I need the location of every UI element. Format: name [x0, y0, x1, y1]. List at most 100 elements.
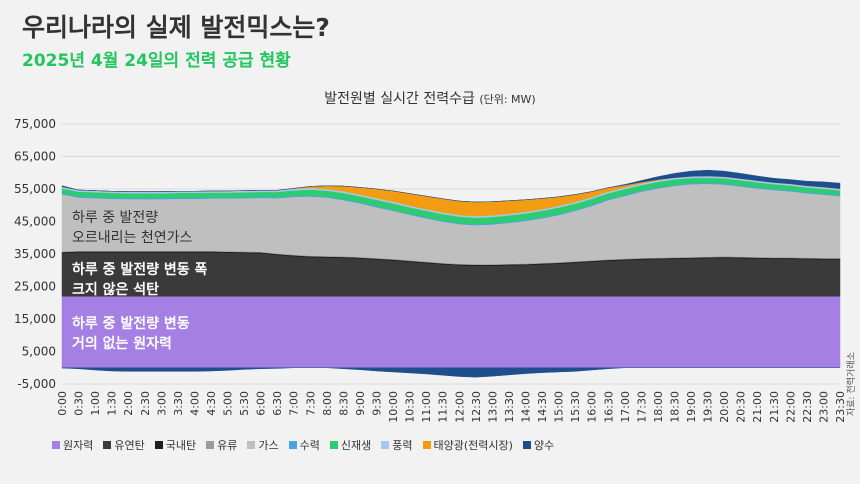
legend-item: 수력 [288, 437, 320, 453]
legend-swatch [329, 441, 338, 449]
x-tick-label: 15:30 [569, 391, 582, 423]
chart-title-text: 발전원별 실시간 전력수급 [324, 91, 475, 107]
annotation-label: 하루 중 발전량 [72, 210, 158, 226]
legend-label: 원자력 [63, 439, 94, 452]
annotation-label: 하루 중 발전량 변동 폭 [72, 261, 208, 278]
x-tick-label: 22:30 [801, 391, 814, 423]
legend-swatch [288, 441, 297, 449]
legend-label: 유연탄 [114, 439, 145, 452]
x-tick-label: 12:00 [453, 391, 466, 423]
x-tick-label: 18:00 [652, 391, 665, 423]
y-tick-label: 45,000 [14, 215, 56, 229]
x-tick-label: 16:00 [586, 391, 599, 423]
x-tick-label: 4:00 [188, 391, 201, 416]
legend-item: 유류 [206, 437, 237, 453]
legend-swatch [422, 441, 431, 449]
y-tick-label: 15,000 [14, 312, 56, 326]
x-tick-label: 10:00 [387, 391, 400, 423]
legend-item: 원자력 [52, 437, 93, 453]
x-tick-label: 20:30 [735, 391, 748, 423]
page-title: 우리나라의 실제 발전믹스는? [22, 13, 330, 42]
legend-item: 태양광(전력시장) [422, 437, 513, 453]
legend-label: 태양광(전력시장) [433, 439, 513, 452]
annotation-label: 거의 없는 원자력 [72, 335, 172, 352]
x-tick-label: 1:00 [89, 391, 102, 416]
area-series-pumped-negative [61, 367, 840, 378]
x-tick-label: 17:30 [635, 391, 648, 423]
x-tick-label: 6:30 [271, 391, 284, 416]
x-tick-label: 4:30 [205, 391, 218, 416]
x-tick-label: 14:30 [536, 391, 549, 423]
x-tick-label: 18:30 [668, 391, 681, 423]
x-tick-label: 11:00 [420, 391, 433, 423]
legend-item: 양수 [522, 437, 555, 453]
y-tick-label: 65,000 [14, 150, 56, 164]
x-tick-label: 20:00 [718, 391, 731, 423]
chart-legend: 원자력 유연탄 국내탄 유류 가스 수력 신재생 풍력 태양광(전력시장) 양수 [52, 437, 554, 453]
legend-label: 양수 [533, 439, 555, 452]
y-tick-label: 35,000 [14, 247, 56, 261]
x-tick-label: 8:30 [337, 391, 350, 416]
x-tick-label: 10:30 [404, 391, 417, 423]
legend-swatch [522, 441, 531, 449]
annotation-label: 크지 않은 석탄 [72, 281, 159, 298]
x-tick-label: 13:00 [486, 391, 499, 423]
x-tick-label: 12:30 [470, 391, 483, 423]
area-series-양수 [61, 169, 841, 203]
x-tick-label: 7:00 [288, 391, 301, 416]
x-tick-label: 2:30 [139, 391, 152, 416]
legend-label: 신재생 [340, 439, 372, 452]
legend-label: 가스 [258, 439, 279, 452]
x-tick-label: 11:30 [437, 391, 450, 423]
x-tick-label: 19:00 [685, 391, 698, 423]
source-note: 자료: 전력거래소 [847, 352, 857, 416]
y-tick-label: 55,000 [14, 182, 56, 196]
x-tick-label: 7:30 [304, 391, 317, 416]
x-tick-label: 5:00 [222, 391, 235, 416]
x-tick-label: 0:00 [56, 391, 69, 416]
legend-item: 신재생 [329, 437, 372, 453]
x-tick-label: 9:00 [354, 391, 367, 416]
chart-title: 발전원별 실시간 전력수급 (단위: MW) [0, 88, 860, 108]
x-tick-label: 21:00 [751, 391, 764, 423]
legend-label: 수력 [299, 439, 320, 452]
legend-label: 풍력 [392, 439, 413, 452]
legend-item: 국내탄 [154, 437, 197, 453]
y-tick-label: 5,000 [22, 345, 56, 359]
x-tick-label: 19:30 [702, 391, 715, 423]
legend-item: 풍력 [381, 437, 413, 453]
legend-label: 유류 [217, 439, 238, 452]
chart-unit: (단위: MW) [479, 93, 536, 106]
x-tick-label: 0:30 [73, 391, 86, 416]
legend-swatch [103, 441, 112, 449]
area-series-원자력 [61, 296, 841, 368]
x-tick-label: 8:00 [321, 391, 334, 416]
x-tick-label: 9:30 [371, 391, 384, 416]
x-tick-label: 22:00 [784, 391, 797, 423]
x-tick-label: 6:00 [255, 391, 268, 416]
x-tick-label: 14:00 [519, 391, 532, 423]
y-tick-label: 75,000 [14, 117, 56, 131]
x-tick-label: 13:30 [503, 391, 516, 423]
x-tick-label: 21:30 [768, 391, 781, 423]
annotation-label: 하루 중 발전량 변동 [72, 315, 190, 332]
legend-swatch [247, 441, 256, 449]
page-subtitle: 2025년 4월 24일의 전력 공급 현황 [22, 51, 291, 71]
legend-label: 국내탄 [165, 439, 197, 452]
legend-swatch [381, 441, 390, 449]
x-tick-label: 15:00 [553, 391, 566, 423]
x-tick-label: 2:00 [122, 391, 135, 416]
legend-item: 가스 [247, 437, 279, 453]
x-tick-label: 3:00 [155, 391, 168, 416]
x-tick-label: 16:30 [602, 391, 615, 423]
y-tick-label: -5,000 [17, 377, 56, 391]
annotation-label: 오르내리는 천연가스 [72, 230, 192, 246]
x-tick-label: 23:30 [834, 391, 847, 423]
legend-swatch [154, 441, 163, 449]
legend-swatch [206, 441, 215, 449]
legend-swatch [52, 441, 60, 449]
y-tick-label: 25,000 [14, 280, 56, 294]
legend-item: 유연탄 [103, 437, 145, 453]
x-tick-label: 17:00 [619, 391, 632, 423]
